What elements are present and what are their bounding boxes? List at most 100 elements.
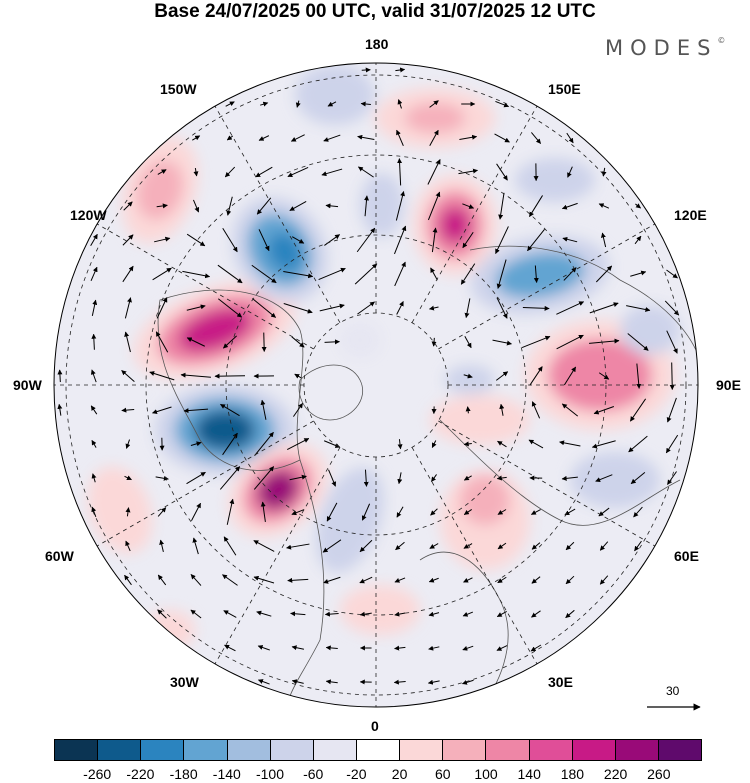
wind-vector-arrow <box>293 402 303 417</box>
wind-vector-arrow <box>598 203 610 209</box>
anomaly-contour <box>405 103 465 133</box>
anomaly-contour <box>495 251 585 299</box>
brand-mark: © <box>717 36 726 45</box>
wind-vector-arrow <box>462 645 474 651</box>
wind-vector-arrow <box>394 577 406 583</box>
wind-vector-arrow <box>431 227 438 253</box>
colorbar-tick-label: -220 <box>126 766 155 782</box>
colorbar-swatch <box>615 740 659 760</box>
wind-vector-arrow <box>226 196 233 216</box>
anomaly-contour <box>87 466 153 554</box>
wind-vector-arrow <box>359 539 373 553</box>
colorbar-swatch <box>572 740 616 760</box>
wind-vector-arrow <box>359 611 372 617</box>
wind-vector-arrow <box>257 679 270 685</box>
wind-vector-arrow <box>261 332 267 352</box>
colorbar-tick-label: 20 <box>391 766 408 782</box>
anomaly-contour <box>445 365 495 395</box>
colorbar-tick-label: -60 <box>303 766 324 782</box>
wind-vector-arrow <box>183 408 209 414</box>
meridian-line <box>411 99 542 323</box>
wind-vector-arrow <box>529 366 543 386</box>
map-boundary <box>53 62 699 708</box>
wind-vector-arrow <box>186 337 205 347</box>
wind-vector-arrow <box>186 233 206 247</box>
wind-vector-arrow <box>357 301 375 315</box>
wind-vector-arrow <box>252 298 277 318</box>
wind-vector-arrow <box>290 134 305 142</box>
lon-label-120w: 120W <box>70 207 107 223</box>
wind-vector-arrow <box>429 543 439 549</box>
anomaly-contour <box>178 308 252 352</box>
wind-vector-arrow <box>223 335 237 349</box>
wind-vector-arrow <box>361 503 371 521</box>
wind-vector-arrow <box>323 134 341 142</box>
meridian-line <box>210 99 341 323</box>
wind-vector-arrow <box>253 575 275 584</box>
wind-vector-arrow <box>91 473 97 483</box>
wind-vector-arrow <box>528 439 544 449</box>
wind-vector-arrow <box>327 101 337 107</box>
wind-vector-arrow <box>356 227 376 253</box>
wind-vector-arrow <box>291 336 305 348</box>
lon-label-60w: 60W <box>45 548 74 564</box>
colorbar-tick-label: 140 <box>517 766 541 782</box>
colorbar-swatch <box>356 740 401 760</box>
wind-vector-arrow <box>323 576 341 584</box>
wind-vector-arrow <box>463 543 473 549</box>
wind-vector-arrow <box>496 163 508 181</box>
wind-vector-arrow <box>531 610 541 618</box>
wind-vector-arrow <box>566 132 574 144</box>
anomaly-contour <box>295 65 375 125</box>
wind-vector-arrow <box>562 236 578 243</box>
wind-vector-arrow <box>530 644 542 652</box>
wind-vector-arrow <box>492 339 512 346</box>
wind-vector-arrow <box>191 502 201 521</box>
colorbar-swatch <box>400 740 444 760</box>
wind-vector-arrow <box>258 229 270 252</box>
colorbar-tick-label: -140 <box>212 766 241 782</box>
colorbar-swatch <box>658 740 702 760</box>
wind-vector-arrow <box>325 203 339 209</box>
wind-vector-arrow <box>226 135 234 141</box>
wind-vector-arrow <box>290 611 306 617</box>
anomaly-contour <box>430 395 530 445</box>
wind-vector-arrow <box>431 337 437 347</box>
wind-vector-arrow <box>289 474 307 481</box>
wind-vector-arrow <box>219 466 241 490</box>
lon-label-90w: 90W <box>13 377 42 393</box>
wind-vector-arrow <box>497 576 507 584</box>
wind-vector-arrow <box>286 543 310 550</box>
wind-vector-arrow <box>364 195 370 217</box>
wind-vector-arrow <box>396 129 404 146</box>
graticule <box>54 63 698 707</box>
wind-vector-arrow <box>291 679 304 685</box>
wind-vector-arrow <box>396 506 404 518</box>
wind-vector-arrow <box>529 195 543 217</box>
wind-vector-arrow <box>465 406 471 414</box>
wind-vector-arrow <box>665 434 679 454</box>
wind-vector-arrow <box>122 265 134 283</box>
wind-vector-arrow <box>666 269 678 279</box>
wind-vector-arrow <box>463 509 472 515</box>
wind-vector-arrow <box>124 574 132 586</box>
wind-vector-arrow <box>427 191 441 221</box>
anomaly-contour <box>267 232 303 272</box>
colorbar-tick-label: 260 <box>647 766 671 782</box>
wind-vector-arrow <box>258 135 270 141</box>
wind-vector-arrow <box>90 405 98 415</box>
polar-map <box>53 62 699 708</box>
anomaly-contour <box>570 452 660 508</box>
wind-vector-arrow <box>428 577 439 583</box>
wind-vector-arrow <box>497 509 507 515</box>
wind-vector-arrow <box>429 100 439 108</box>
colorbar <box>54 739 702 761</box>
wind-vector-arrow <box>192 135 201 141</box>
wind-vector-arrow <box>287 577 309 583</box>
wind-vector-arrow <box>157 507 167 517</box>
colorbar-tick-label: -100 <box>255 766 285 782</box>
wind-vector-arrow <box>149 371 175 381</box>
wind-vector-arrow <box>522 305 550 311</box>
wind-vector-arrow <box>90 266 98 281</box>
wind-vector-arrow <box>496 475 507 481</box>
